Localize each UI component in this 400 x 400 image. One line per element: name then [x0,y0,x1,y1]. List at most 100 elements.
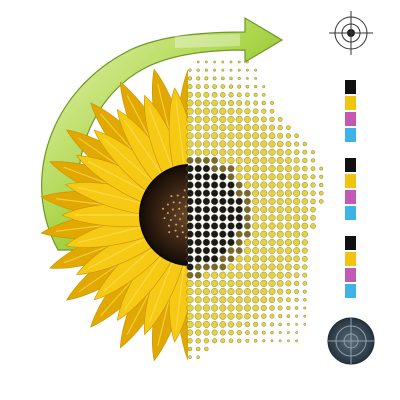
halftone-dot [235,263,243,271]
ink-swatch [345,284,356,298]
halftone-dot [243,230,251,238]
halftone-dot [293,247,300,254]
seed-dot [166,203,169,206]
halftone-dot [293,173,300,181]
halftone-dot [303,323,307,326]
halftone-dot [301,173,308,180]
halftone-dot [186,255,194,263]
halftone-dot [202,304,210,312]
seed-dot [167,224,170,227]
halftone-dot [285,280,292,287]
halftone-dot [202,312,210,320]
halftone-dot [260,238,268,246]
halftone-dot [268,148,276,156]
halftone-dot [235,206,243,214]
halftone-dot [219,255,227,263]
seed-dot [172,201,175,204]
halftone-dot [243,206,251,214]
halftone-dot [246,68,249,72]
halftone-dot [227,115,235,123]
halftone-dot [194,230,202,238]
halftone-dot [235,271,243,279]
halftone-dot [237,60,241,64]
halftone-dot [227,165,235,173]
halftone-dot [252,313,259,320]
halftone-dot [202,115,210,123]
halftone-dot [293,263,300,271]
halftone-dot [194,115,202,123]
halftone-dot [284,206,292,214]
halftone-dot [293,189,301,197]
halftone-dot [286,125,291,130]
halftone-dot [260,140,268,148]
seed-dot [162,207,165,210]
halftone-dot [287,339,290,343]
halftone-dot [194,132,202,140]
halftone-dot [194,296,202,304]
halftone-dot [293,181,301,189]
halftone-dot [252,116,259,123]
halftone-dot [295,323,298,326]
halftone-dot [268,214,276,222]
halftone-dot [260,230,268,238]
halftone-dot [211,247,219,255]
halftone-dot [194,206,202,214]
halftone-dot [186,271,194,279]
halftone-dot [186,148,194,156]
halftone-dot [237,68,241,72]
halftone-dot [186,132,194,140]
halftone-dot [301,239,308,246]
halftone-dot [277,297,283,303]
halftone-dot [202,156,210,164]
halftone-dot [243,214,251,222]
ink-swatch [345,158,356,172]
halftone-dot [269,116,275,123]
halftone-dot [220,84,226,89]
halftone-dot [211,197,219,206]
halftone-dot [278,314,283,319]
halftone-dot [194,140,202,148]
halftone-dot [294,289,299,294]
halftone-dot [252,165,260,173]
halftone-dot [235,173,243,181]
halftone-dot [227,255,235,263]
halftone-dot [220,76,225,81]
halftone-dot [219,296,227,304]
halftone-dot [302,289,307,294]
halftone-dot [285,271,292,279]
halftone-dot [186,173,194,181]
halftone-dot [293,214,301,222]
halftone-dot [227,321,235,328]
halftone-dot [227,132,235,140]
halftone-dot [319,166,324,171]
halftone-dot [227,247,235,255]
halftone-dot [260,124,268,131]
halftone-dot [252,206,260,214]
halftone-dot [244,108,251,115]
halftone-dot [237,84,242,89]
halftone-dot [236,330,242,336]
halftone-dot [302,256,308,262]
halftone-dot [228,92,234,98]
halftone-dot [203,99,210,107]
halftone-dot [202,206,211,214]
halftone-dot [211,124,219,132]
seed-dot [210,229,212,231]
halftone-dot [243,263,251,271]
halftone-dot [268,263,276,271]
halftone-dot [235,255,243,263]
halftone-dot [194,271,202,279]
halftone-dot [284,263,292,271]
halftone-dot [219,263,227,271]
halftone-dot [245,330,250,335]
halftone-dot [301,214,309,222]
halftone-dot [211,238,219,247]
halftone-dot [310,206,316,213]
halftone-dot [293,206,301,214]
halftone-dot [186,115,194,123]
halftone-dot [277,288,284,295]
halftone-dot [186,279,194,287]
halftone-dot [186,140,194,148]
ink-swatch [345,252,356,266]
